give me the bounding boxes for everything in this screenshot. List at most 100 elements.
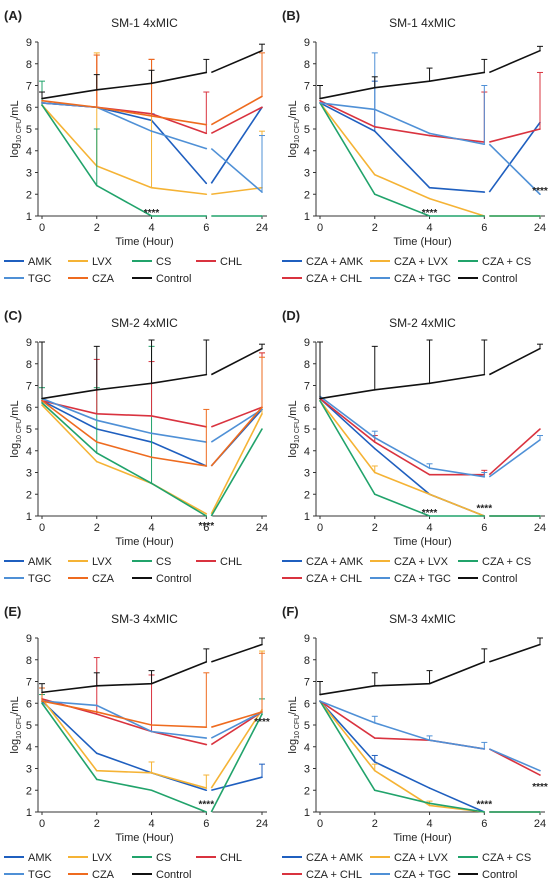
data-point (261, 408, 263, 411)
x-tick-label: 6 (203, 522, 209, 534)
legend-label: LVX (92, 556, 113, 568)
y-tick-label: 9 (304, 633, 310, 645)
data-point (428, 473, 431, 476)
data-point (150, 186, 153, 189)
y-tick-label: 8 (26, 655, 32, 667)
legend: CZA + AMK CZA + LVX CZA + CS CZA + CHL CZA +… (282, 852, 531, 881)
y-tick-label: 7 (26, 677, 32, 689)
y-tick-label: 1 (304, 211, 310, 223)
y-tick-label: 7 (26, 81, 32, 93)
data-point (205, 811, 208, 813)
data-point (150, 724, 153, 726)
x-tick-label: 2 (372, 818, 378, 830)
y-tick-label: 5 (26, 720, 32, 732)
x-tick-label: 6 (481, 222, 487, 234)
data-point (373, 447, 376, 450)
y-label-sub: 10 CFU (294, 119, 301, 143)
legend-label: CZA (92, 273, 115, 285)
data-point (261, 49, 263, 52)
data-point (41, 404, 43, 406)
y-axis-label: log10 CFU/mL (9, 400, 23, 457)
data-point (41, 104, 43, 106)
data-point (373, 769, 376, 772)
data-point (483, 476, 486, 478)
series-line (319, 397, 485, 476)
series-line (319, 400, 485, 517)
x-tick-label: 2 (94, 222, 100, 234)
series-line (210, 408, 263, 443)
x-tick-label: 0 (39, 818, 45, 830)
legend-label: LVX (92, 256, 113, 268)
y-tick-label: 3 (304, 468, 310, 480)
legend-label: CZA + AMK (306, 256, 364, 268)
y-tick-label: 8 (304, 359, 310, 371)
y-label-sub: 10 CFU (294, 419, 301, 443)
y-tick-label: 1 (26, 511, 32, 523)
series-line (210, 106, 263, 184)
y-tick-label: 7 (304, 381, 310, 393)
data-point (483, 748, 486, 750)
legend-label: CZA + TGC (394, 573, 451, 585)
data-point (373, 441, 376, 443)
y-tick-label: 6 (304, 402, 310, 414)
legend-label: CZA + LVX (394, 256, 449, 268)
data-point (373, 471, 376, 474)
y-label-sub: 10 CFU (16, 419, 23, 443)
panel-label: (B) (282, 8, 300, 23)
legend-label: AMK (28, 556, 53, 568)
series-line (41, 104, 207, 217)
x-tick-label: 24 (534, 222, 546, 234)
series-line (210, 428, 263, 517)
data-point (150, 82, 153, 85)
x-tick-label: 6 (481, 522, 487, 534)
legend-label: CZA + CS (482, 256, 531, 268)
series-line (211, 186, 263, 196)
series-cs (319, 399, 541, 517)
y-tick-label: 5 (26, 424, 32, 436)
x-tick-label: 0 (317, 222, 323, 234)
data-point (205, 787, 208, 789)
data-point (95, 704, 98, 707)
data-point (428, 382, 431, 385)
data-point (483, 373, 486, 376)
series-line (41, 102, 207, 184)
x-tick-label: 4 (148, 818, 154, 830)
data-point (539, 215, 541, 217)
data-point (150, 456, 153, 459)
data-point (261, 191, 263, 193)
data-point (373, 685, 376, 687)
data-point (95, 713, 98, 715)
y-tick-label: 8 (26, 59, 32, 71)
y-label-sub: 10 CFU (16, 715, 23, 739)
series-line (41, 102, 207, 135)
data-point (483, 811, 486, 813)
data-point (205, 132, 208, 135)
data-point (95, 106, 98, 109)
chart-title: SM-3 4xMIC (389, 612, 456, 626)
chart-title: SM-2 4xMIC (111, 316, 178, 330)
legend-label: Control (482, 869, 517, 881)
y-tick-label: 9 (304, 337, 310, 349)
data-point (483, 661, 486, 663)
data-point (150, 215, 153, 217)
y-label-tail: /mL (9, 100, 21, 118)
series-line (41, 698, 207, 789)
series-line (488, 49, 541, 74)
series-line (210, 709, 263, 789)
series-line (41, 373, 207, 400)
series-lvx (41, 650, 265, 789)
data-point (205, 789, 208, 792)
data-point (428, 493, 431, 496)
y-tick-label: 8 (304, 655, 310, 667)
panel-label: (E) (4, 604, 21, 619)
significance-marker: **** (144, 208, 160, 219)
data-point (205, 182, 208, 185)
series-amk (41, 700, 265, 792)
data-point (428, 197, 431, 200)
x-tick-label: 24 (534, 522, 546, 534)
y-tick-label: 6 (26, 698, 32, 710)
data-point (261, 215, 263, 217)
legend-label: CZA (92, 573, 115, 585)
x-tick-label: 0 (39, 222, 45, 234)
